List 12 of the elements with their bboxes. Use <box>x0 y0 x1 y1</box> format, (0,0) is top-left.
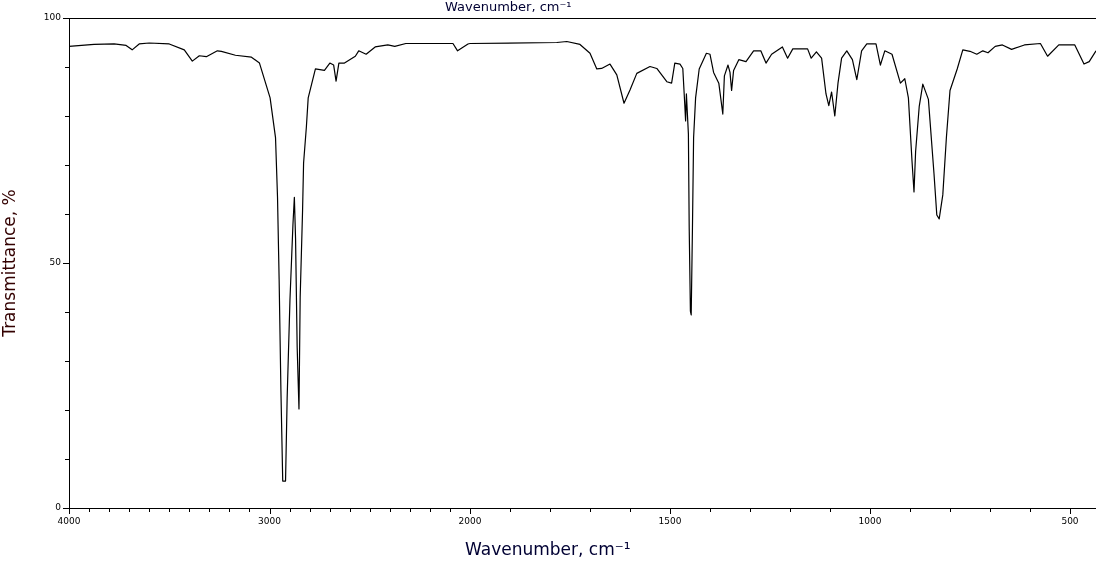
x-tick-label: 3000 <box>258 515 282 526</box>
chart-title: Wavenumber, cm⁻¹ <box>445 0 572 15</box>
y-axis-title: Transmittance, % <box>0 189 19 338</box>
x-tick-label: 4000 <box>57 515 81 526</box>
y-tick-label: 0 <box>55 502 62 513</box>
x-tick-label: 500 <box>1061 515 1079 526</box>
x-tick-label: 2000 <box>458 515 482 526</box>
y-tick-label: 50 <box>49 257 62 268</box>
x-tick-label: 1500 <box>658 515 682 526</box>
x-axis-title: Wavenumber, cm⁻¹ <box>465 539 631 560</box>
x-tick-label: 1000 <box>858 515 882 526</box>
y-tick-label: 100 <box>43 12 62 23</box>
